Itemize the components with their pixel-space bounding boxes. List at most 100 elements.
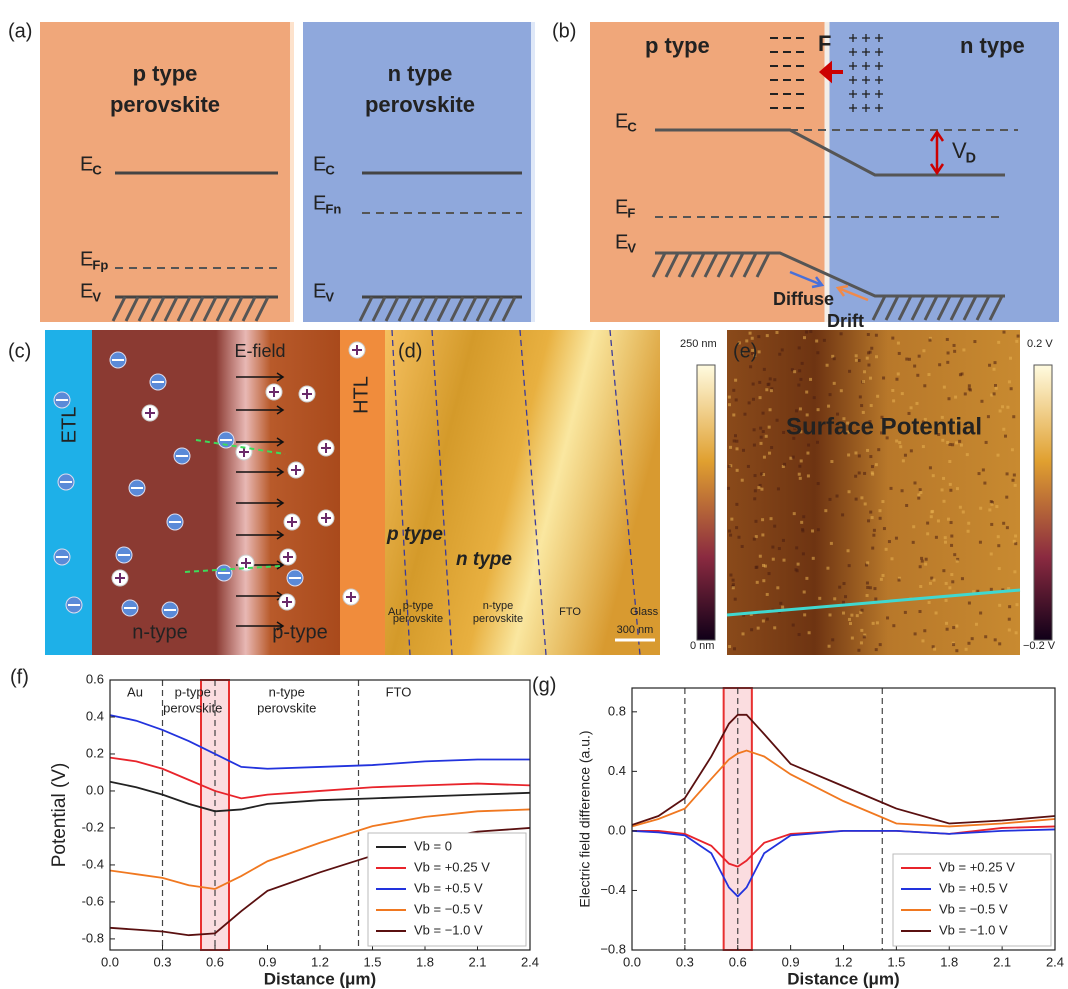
x-tick-label: 0.9 [782,954,800,969]
noise [778,353,781,356]
noise [895,378,898,381]
noise [951,580,954,583]
region-label: p-type [175,684,211,699]
noise [831,638,834,641]
noise [1008,605,1011,608]
x-tick-label: 2.4 [1046,954,1064,969]
x-axis-title: Distance (μm) [787,969,899,988]
noise [890,487,893,490]
noise [1006,526,1009,529]
noise [1013,474,1016,477]
noise [926,532,929,535]
noise [997,454,1000,457]
label: E-field [234,341,285,361]
symbol: E [313,280,326,302]
noise [729,574,732,577]
noise [929,466,932,469]
noise [955,625,958,628]
noise [797,563,800,566]
noise [768,426,771,429]
noise [809,330,812,333]
noise [859,395,862,398]
noise [866,357,869,360]
label: 0.2 V [1027,338,1053,350]
y-tick-label: −0.8 [600,941,626,956]
label: n type [960,33,1025,58]
noise [816,351,819,354]
noise [921,560,924,563]
noise [867,351,870,354]
noise [735,526,738,529]
x-tick-label: 0.6 [729,954,747,969]
noise [754,520,757,523]
symbol: E [313,192,326,214]
noise [950,573,953,576]
noise [872,622,875,625]
noise [993,392,996,395]
noise [912,525,915,528]
noise [928,601,931,604]
noise [826,364,829,367]
noise [875,463,878,466]
noise [866,581,869,584]
noise [861,609,864,612]
symbol-subscript: C [627,119,637,134]
label: 250 nm [680,338,717,350]
noise [759,442,762,445]
noise [733,647,736,650]
noise [841,513,844,516]
noise [869,455,872,458]
noise [938,363,941,366]
noise [971,637,974,640]
noise [941,488,944,491]
symbol-subscript: Fn [325,201,341,216]
noise [797,384,800,387]
noise [748,401,751,404]
noise [1008,628,1011,631]
noise [742,632,745,635]
noise [769,408,772,411]
noise [758,350,761,353]
noise [901,392,904,395]
symbol: E [80,153,93,175]
noise [830,542,833,545]
noise [858,359,861,362]
label: Surface Potential [786,413,982,440]
noise [805,577,808,580]
noise [913,481,916,484]
noise [737,536,740,539]
noise [760,472,763,475]
noise [995,505,998,508]
panel-label: (a) [8,20,32,42]
x-axis-title: Distance (μm) [264,969,376,988]
noise [768,572,771,575]
noise [869,586,872,589]
noise [904,454,907,457]
noise [998,642,1001,645]
noise [862,380,865,383]
noise [741,545,744,548]
noise [864,502,867,505]
symbol-subscript: C [92,162,102,177]
noise [735,398,738,401]
noise [1004,435,1007,438]
x-tick-label: 1.2 [311,954,329,969]
noise [951,443,954,446]
noise [807,474,810,477]
noise [961,372,964,375]
noise [944,541,947,544]
noise [950,521,953,524]
noise [735,503,738,506]
symbol: E [615,110,628,132]
noise [856,614,859,617]
noise [850,614,853,617]
noise [987,415,990,418]
noise [946,628,949,631]
noise [897,372,900,375]
noise [728,403,731,406]
series-line [632,751,1055,827]
noise [922,349,925,352]
noise [734,379,737,382]
label: p-type [272,621,328,643]
noise [761,533,764,536]
